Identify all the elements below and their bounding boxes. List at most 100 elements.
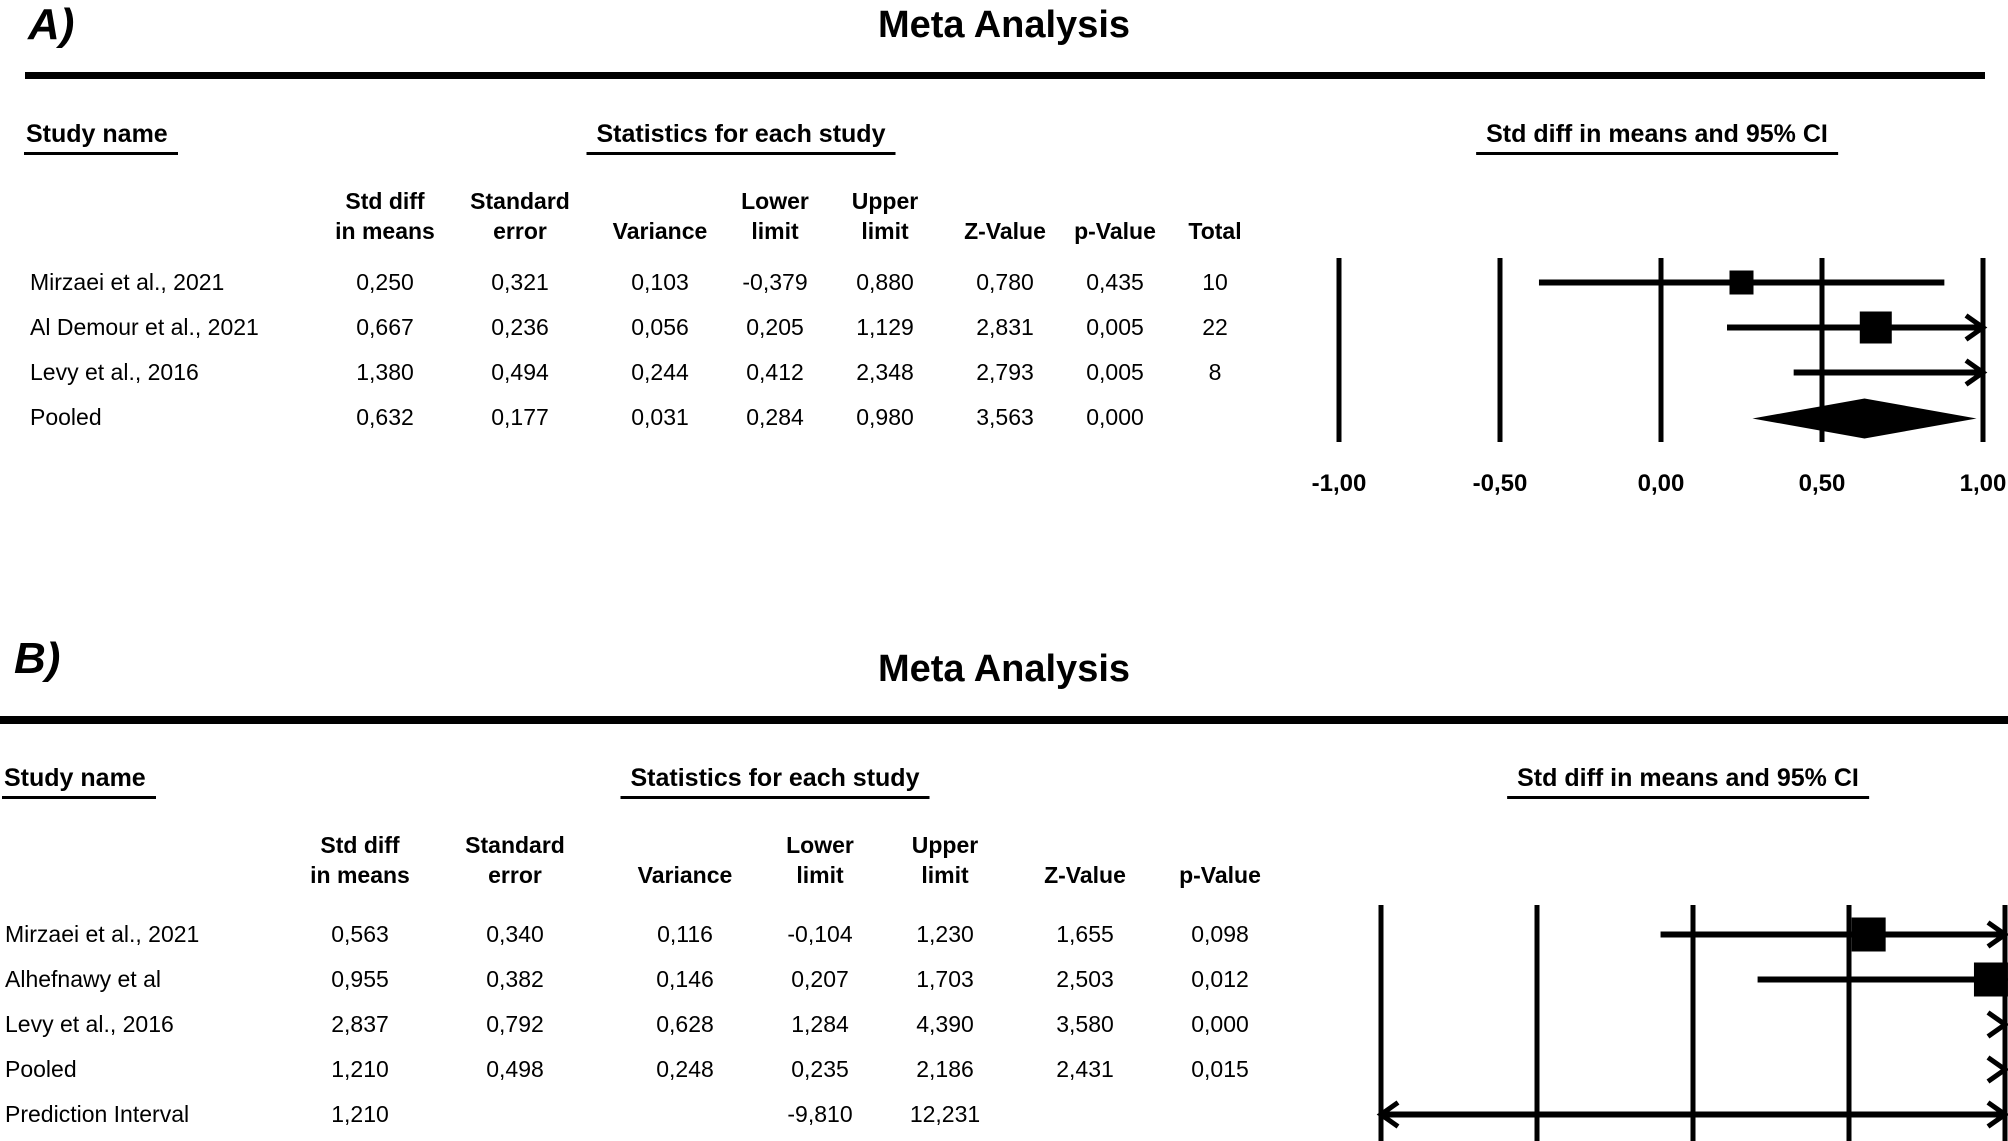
column-header: Lower limit [720,186,830,246]
panel-b-label: B) [14,634,61,683]
value-cell: 1,655 [1056,921,1114,947]
value-cell: 1,129 [856,314,914,340]
table-row: Mirzaei et al., 2021 0,563 0,340 0,116 -0,10… [5,912,1275,957]
value-cell: 0,780 [976,269,1034,295]
value-cell: 0,236 [491,314,549,340]
value-cell: 0,792 [486,1011,544,1037]
value-cell: 0,005 [1086,359,1144,385]
panel-a: A) Meta Analysis Study name Statistics f… [24,0,2007,497]
column-header-line: in means [310,862,410,888]
title-rule [0,716,2008,724]
table-row: Mirzaei et al., 2021 0,250 0,321 0,103 -0,37… [30,260,1270,305]
value-cell: 0,207 [791,966,849,992]
value-cell: -0,379 [742,269,808,295]
value-cell: 0,382 [486,966,544,992]
arrowhead-icon [1964,313,1988,342]
statistics-header: Statistics for each study [620,764,930,799]
value-cell: 10 [1202,269,1228,295]
table-row: Pooled 0,632 0,177 0,031 0,284 0,980 3,563 0,00… [30,395,1270,440]
arrowhead-icon [1986,1010,2008,1039]
axis-tick-label: 0,50 [1799,470,1846,497]
value-cell: 0,177 [491,404,549,430]
statistics-header: Statistics for each study [586,120,896,155]
value-cell: 0,498 [486,1056,544,1082]
column-headers: Std diff in means Standard error Variance Low… [5,830,1275,890]
value-cell: 2,831 [976,314,1034,340]
study-name: Pooled [30,404,102,430]
table-rows: Mirzaei et al., 2021 0,563 0,340 0,116 -0,10… [5,912,1275,1137]
column-header: Upper limit [830,186,940,246]
value-cell: 2,503 [1056,966,1114,992]
value-cell: 0,000 [1086,404,1144,430]
value-cell: 0,244 [631,359,689,385]
column-headers: Std diff in means Standard error Variance Low… [30,186,1270,246]
column-header: p-Value [1070,186,1160,246]
value-cell: 0,000 [1191,1011,1249,1037]
value-cell: 0,205 [746,314,804,340]
ci-header: Std diff in means and 95% CI [1476,120,1838,155]
column-header: Total [1160,186,1270,246]
value-cell: 0,628 [656,1011,714,1037]
value-cell: 0,667 [356,314,414,340]
column-header-line: Variance [637,862,733,888]
value-cell: 2,793 [976,359,1034,385]
value-cell: 0,250 [356,269,414,295]
column-header-line: Lower [786,832,854,858]
study-name-header: Study name [2,764,156,799]
column-header-line: Standard [465,832,565,858]
table-row: Pooled 1,210 0,498 0,248 0,235 2,186 2,431 0,01… [5,1047,1275,1092]
arrowhead-icon [1376,1100,1400,1129]
arrowhead-icon [1986,1055,2008,1084]
column-header: Lower limit [755,830,885,890]
value-cell: 0,103 [631,269,689,295]
axis-tick-label: 0,00 [1638,470,1685,497]
table-row: Alhefnawy et al 0,955 0,382 0,146 0,207 1,703… [5,957,1275,1002]
study-name: Mirzaei et al., 2021 [30,269,225,295]
title-rule [25,72,1985,79]
study-column-spacer [30,186,330,246]
value-cell: 0,056 [631,314,689,340]
column-header-line: in means [335,218,435,244]
study-column-spacer [5,830,305,890]
panel-b-title: Meta Analysis [877,648,1131,690]
value-cell: 0,563 [331,921,389,947]
value-cell: 2,186 [916,1056,974,1082]
column-header-line: Lower [741,188,809,214]
value-cell: 12,231 [909,1101,981,1127]
value-cell: 2,837 [331,1011,389,1037]
value-cell: 0,235 [791,1056,849,1082]
column-header: Standard error [440,186,600,246]
column-header: Z-Value [940,186,1070,246]
value-cell: 1,210 [331,1056,389,1082]
value-cell: 1,230 [916,921,974,947]
table-row: Levy et al., 2016 1,380 0,494 0,244 0,412 2,3… [30,350,1270,395]
value-cell: 0,012 [1191,966,1249,992]
column-header-line: Variance [612,218,708,244]
value-cell: 0,248 [656,1056,714,1082]
axis-tick-label: -1,00 [1312,470,1367,497]
value-cell: 0,412 [746,359,804,385]
value-cell: 8 [1208,359,1222,385]
column-header: Z-Value [1005,830,1165,890]
arrowhead-icon [1964,358,1988,387]
forest-plot-a: -1,00 -0,50 0,00 0,50 1,00 [1312,258,2007,497]
column-header: Variance [600,186,720,246]
table-rows: Mirzaei et al., 2021 0,250 0,321 0,103 -0,37… [30,260,1270,440]
column-header-line: limit [796,862,844,888]
axis-tick-label: -0,50 [1473,470,1528,497]
study-weight-square [1729,270,1754,295]
panel-b: B) Meta Analysis Study name Statistics f… [0,630,2008,1141]
arrowhead-icon [1986,920,2008,949]
column-header-line: limit [921,862,969,888]
study-weight-square [1851,917,1886,952]
value-cell: 1,380 [356,359,414,385]
axis-tick-label: 1,00 [1960,470,2007,497]
value-cell: 0,632 [356,404,414,430]
study-weight-square [1859,311,1892,344]
value-cell: 0,955 [331,966,389,992]
study-name: Al Demour et al., 2021 [30,314,259,340]
arrowhead-icon [1986,1100,2008,1129]
value-cell: 0,494 [491,359,549,385]
column-header-line: limit [861,218,909,244]
study-name: Mirzaei et al., 2021 [5,921,200,947]
